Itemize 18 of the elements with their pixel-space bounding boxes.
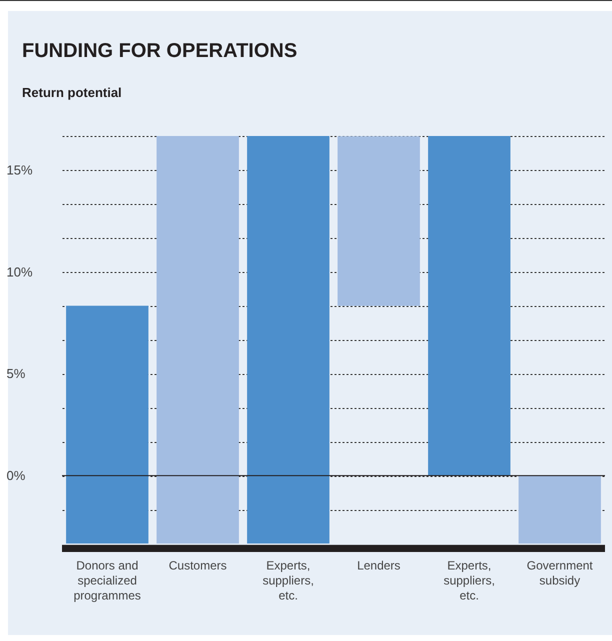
y-tick-label: 10% — [6, 264, 33, 280]
bar — [156, 136, 239, 544]
x-tick-label: Customers — [168, 558, 227, 572]
chart-title: FUNDING FOR OPERATIONS — [22, 40, 298, 62]
bar — [428, 136, 510, 476]
bar — [247, 136, 330, 544]
bar — [66, 306, 148, 544]
x-tick-label: Lenders — [357, 558, 400, 572]
x-tick-label: Government subsidy — [526, 558, 594, 588]
y-tick-label: 5% — [6, 366, 26, 382]
y-tick-label: 15% — [6, 162, 33, 178]
x-tick-label: Experts, suppliers, etc. — [444, 558, 495, 602]
y-tick-label: 0% — [6, 468, 26, 484]
x-tick-label: Donors and specialized programmes — [74, 558, 141, 602]
x-tick-label: Experts, suppliers, etc. — [262, 558, 314, 602]
bar — [518, 476, 601, 544]
bar — [338, 136, 420, 306]
chart-subtitle: Return potential — [22, 85, 122, 100]
